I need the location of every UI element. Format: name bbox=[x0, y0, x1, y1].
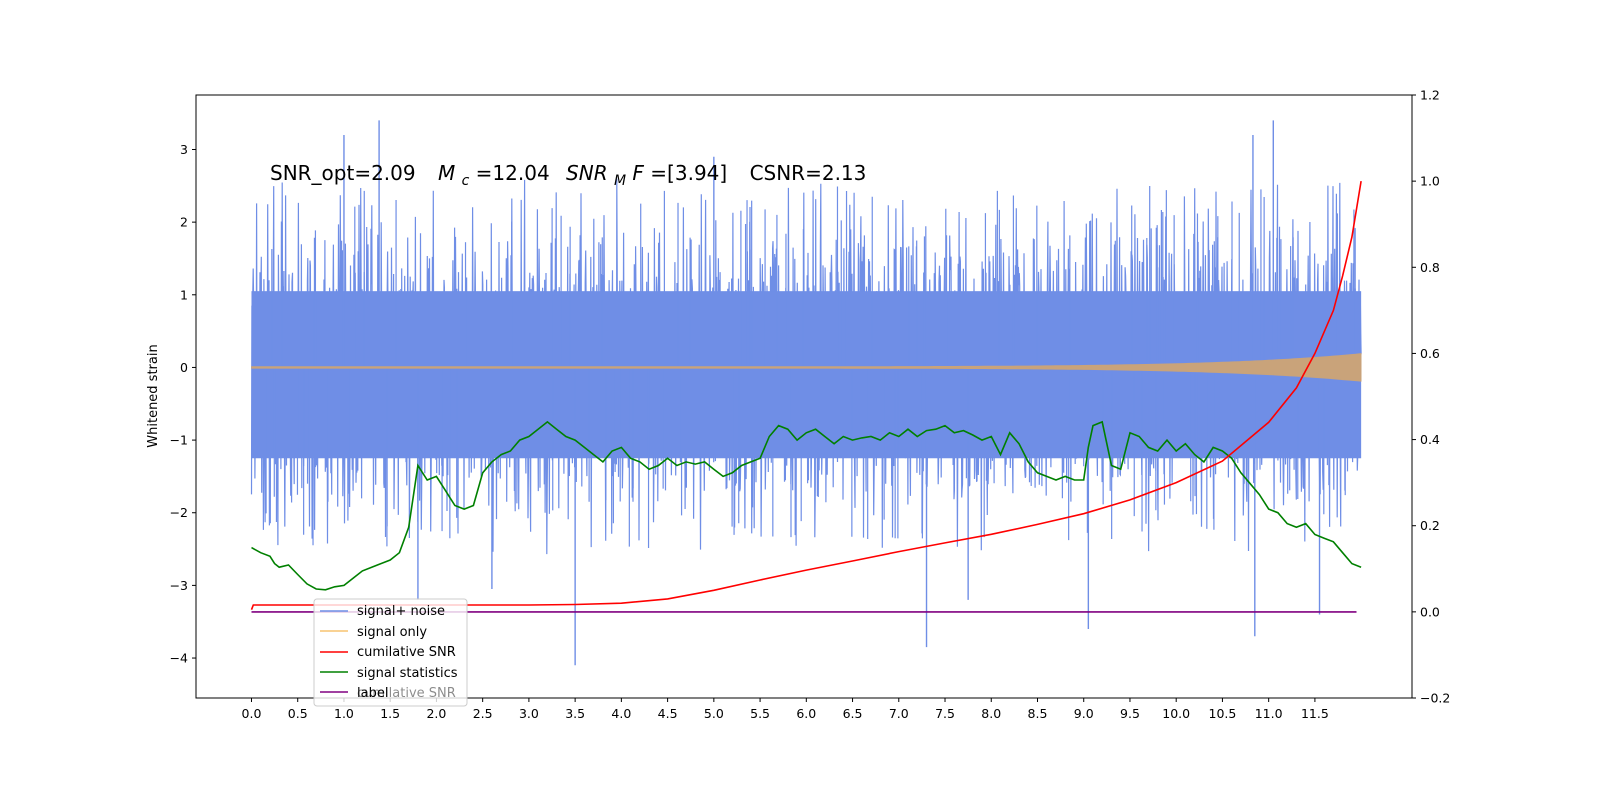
legend-label-signal-noise: signal+ noise bbox=[357, 604, 445, 619]
x-tick-label: 6.5 bbox=[843, 706, 863, 721]
annotation-snr-symbol: SNR bbox=[566, 161, 608, 185]
x-tick-label: 11.0 bbox=[1255, 706, 1283, 721]
legend-label-signal-only: signal only bbox=[357, 625, 427, 640]
annotation-snr-f: F bbox=[632, 161, 644, 185]
annotation: SNR_opt=2.09 M c =12.04 SNR M F =[3.94] … bbox=[270, 161, 866, 190]
y2-tick-label: 0.2 bbox=[1420, 518, 1440, 533]
x-tick-label: 7.0 bbox=[889, 706, 909, 721]
x-tick-label: 10.0 bbox=[1162, 706, 1190, 721]
series-signal-statistics bbox=[251, 420, 1362, 591]
legend: cumilative SNR signal+ noise signal only… bbox=[313, 598, 468, 707]
series-signal-noise-core bbox=[251, 291, 1362, 459]
x-tick-label: 0.5 bbox=[288, 706, 308, 721]
x-tick-label: 2.5 bbox=[473, 706, 493, 721]
legend-ghost-text: cumilative SNR bbox=[357, 686, 456, 701]
axes: 0.0 0.5 1.0 1.5 2.0 2.5 3.0 3.5 4.0 4.5 5.0 5.5 6.0 6… bbox=[170, 88, 1451, 722]
annotation-snr-subscript: M bbox=[614, 173, 626, 189]
annotation-snr-value: =[3.94] bbox=[650, 161, 727, 185]
annotation-text: SNR_opt=2.09 M c =12.04 SNR M F =[3.94] … bbox=[270, 161, 866, 190]
x-tick-label: 7.5 bbox=[935, 706, 955, 721]
x-tick-label: 9.5 bbox=[1120, 706, 1140, 721]
y2-tick-label: 1.2 bbox=[1420, 88, 1440, 103]
x-tick-label: 9.0 bbox=[1074, 706, 1094, 721]
x-tick-label: 3.5 bbox=[565, 706, 585, 721]
x-tick-label: 1.5 bbox=[380, 706, 400, 721]
y-tick-label: 0 bbox=[180, 360, 188, 375]
annotation-csnr: CSNR=2.13 bbox=[750, 161, 867, 185]
y2-tick-label: 0.8 bbox=[1420, 260, 1440, 275]
y-tick-label: −1 bbox=[170, 433, 188, 448]
annotation-mc-subscript: c bbox=[462, 173, 470, 189]
x-tick-label: 8.5 bbox=[1028, 706, 1048, 721]
y-tick-label: 3 bbox=[180, 142, 188, 157]
x-tick-label: 8.0 bbox=[981, 706, 1001, 721]
series-cumulative-snr bbox=[250, 180, 1362, 610]
annotation-mc-value: =12.04 bbox=[476, 161, 550, 185]
legend-label-label: label bbox=[357, 686, 388, 701]
x-tick-label: 0.0 bbox=[242, 706, 262, 721]
legend-box bbox=[313, 598, 468, 707]
y-tick-label: −3 bbox=[170, 578, 188, 593]
annotation-mc-symbol: M bbox=[438, 161, 455, 185]
x-tick-label: 10.5 bbox=[1209, 706, 1237, 721]
x-tick-label: 1.0 bbox=[334, 706, 354, 721]
series-signal-only bbox=[251, 353, 1362, 382]
x-tick-label: 5.0 bbox=[704, 706, 724, 721]
y2-tick-label: 1.0 bbox=[1420, 174, 1440, 189]
y-tick-label: 2 bbox=[180, 215, 188, 230]
y-tick-label: −4 bbox=[170, 651, 188, 666]
y-axis-label: Whitened strain bbox=[146, 344, 161, 447]
x-tick-label: 11.5 bbox=[1301, 706, 1329, 721]
x-tick-label: 4.5 bbox=[658, 706, 678, 721]
y2-tick-label: 0.4 bbox=[1420, 432, 1440, 447]
annotation-snr-opt: SNR_opt=2.09 bbox=[270, 161, 416, 185]
y-tick-label: −2 bbox=[170, 505, 188, 520]
x-tick-label: 4.0 bbox=[611, 706, 631, 721]
legend-label-signal-statistics: signal statistics bbox=[357, 666, 458, 681]
x-tick-label: 3.0 bbox=[519, 706, 539, 721]
legend-label-cumulative-snr: cumilative SNR bbox=[357, 645, 456, 660]
y2-tick-label: −0.2 bbox=[1420, 691, 1450, 706]
x-tick-label: 5.5 bbox=[750, 706, 770, 721]
plot-frame bbox=[195, 94, 1413, 699]
y2-tick-label: 0.0 bbox=[1420, 604, 1440, 619]
x-tick-label: 6.0 bbox=[796, 706, 816, 721]
x-tick-label: 2.0 bbox=[426, 706, 446, 721]
y2-tick-label: 0.6 bbox=[1420, 346, 1440, 361]
y-tick-label: 1 bbox=[180, 287, 188, 302]
